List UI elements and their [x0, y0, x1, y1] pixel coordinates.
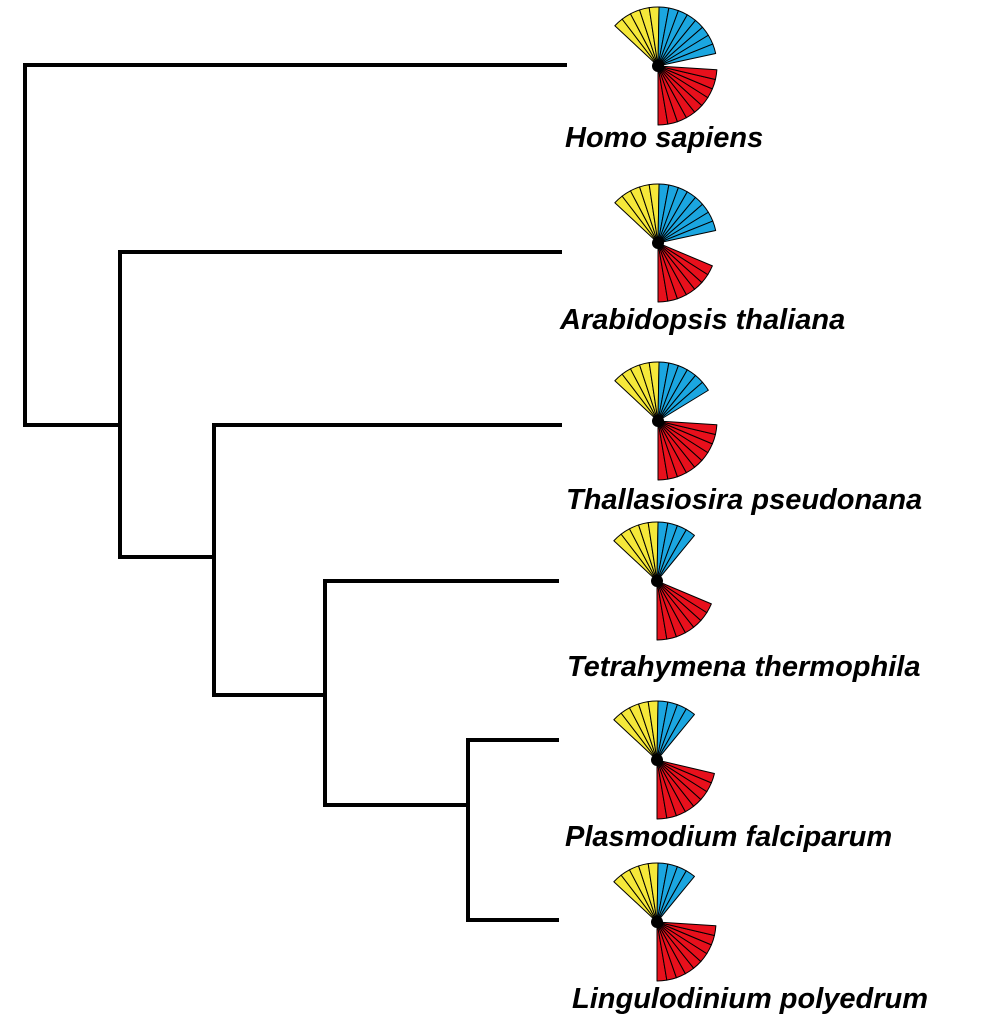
pie-hub [652, 60, 664, 72]
pie-glyph-lingulodinium-polyedrum [613, 862, 717, 982]
red-sector [657, 242, 713, 276]
pie-hub [651, 916, 663, 928]
pie-hub [652, 237, 664, 249]
taxon-label-tetrahymena-thermophila: Tetrahymena thermophila [567, 651, 921, 683]
red-sector [657, 420, 718, 435]
red-sector [656, 921, 717, 936]
blue-sector [657, 220, 717, 244]
red-sector [656, 759, 715, 784]
pie-glyph-tetrahymena-thermophila [613, 521, 712, 641]
pie-hub [651, 754, 663, 766]
pie-hub [652, 415, 664, 427]
red-sector [657, 65, 718, 80]
blue-sector [656, 529, 695, 582]
blue-sector [656, 708, 695, 761]
pie-hub [651, 575, 663, 587]
taxon-label-plasmodium-falciparum: Plasmodium falciparum [565, 821, 893, 853]
pie-glyph-homo-sapiens [614, 6, 718, 126]
pie-glyph-arabidopsis-thaliana [614, 183, 717, 303]
red-sector [656, 580, 712, 614]
pie-glyph-plasmodium-falciparum [613, 700, 715, 820]
taxon-pie-glyphs [613, 6, 718, 982]
blue-sector [657, 381, 709, 422]
blue-sector [657, 43, 717, 67]
taxon-label-lingulodinium-polyedrum: Lingulodinium polyedrum [572, 983, 929, 1015]
taxon-label-thallasiosira-pseudonana: Thallasiosira pseudonana [566, 484, 923, 516]
taxon-label-arabidopsis-thaliana: Arabidopsis thaliana [560, 304, 846, 336]
taxon-label-homo-sapiens: Homo sapiens [565, 122, 764, 154]
pie-glyph-thallasiosira-pseudonana [614, 361, 718, 481]
tree-branches [23, 63, 567, 922]
blue-sector [656, 870, 695, 923]
